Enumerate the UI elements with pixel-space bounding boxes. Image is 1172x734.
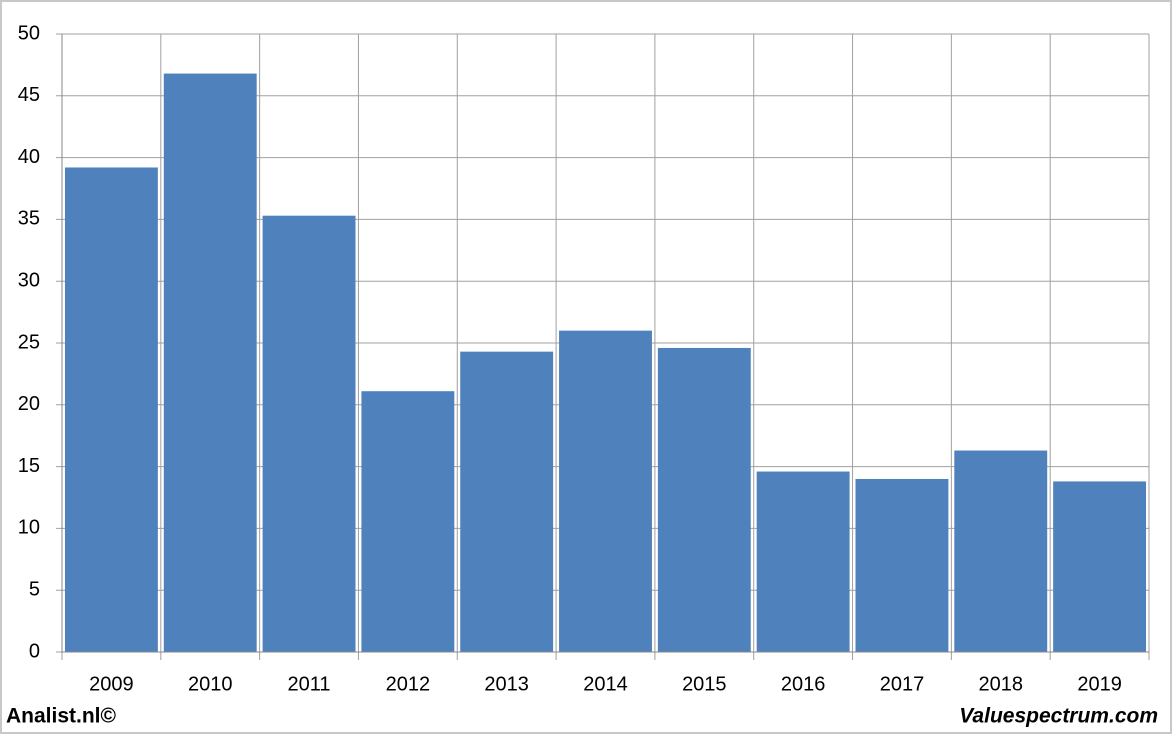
bar <box>460 351 554 652</box>
x-tick-label: 2018 <box>979 673 1024 695</box>
x-tick-label: 2009 <box>89 673 134 695</box>
y-tick-label: 50 <box>18 22 40 44</box>
bar <box>559 330 652 652</box>
y-tick-label: 20 <box>18 393 40 415</box>
x-tick-label: 2013 <box>484 673 529 695</box>
y-tick-label: 5 <box>29 578 40 600</box>
footer-left: Analist.nl© <box>6 705 117 728</box>
y-tick-label: 10 <box>18 517 40 539</box>
y-tick-label: 0 <box>29 640 40 662</box>
x-tick-label: 2017 <box>880 673 925 695</box>
x-tick-label: 2014 <box>583 673 628 695</box>
bar <box>163 73 257 652</box>
y-tick-label: 45 <box>18 84 40 106</box>
bar <box>954 450 1048 652</box>
bar <box>657 347 751 652</box>
footer-right: Valuespectrum.com <box>959 705 1158 728</box>
bar <box>262 215 356 652</box>
x-tick-label: 2010 <box>188 673 233 695</box>
bar <box>361 391 455 652</box>
x-tick-label: 2016 <box>781 673 826 695</box>
y-tick-label: 35 <box>18 208 40 230</box>
x-tick-label: 2012 <box>386 673 431 695</box>
y-tick-label: 15 <box>18 455 40 477</box>
y-tick-label: 40 <box>18 146 40 168</box>
y-tick-label: 25 <box>18 331 40 353</box>
x-tick-label: 2019 <box>1077 673 1122 695</box>
bar <box>756 471 850 652</box>
bar <box>1053 481 1147 652</box>
x-tick-label: 2011 <box>288 673 331 695</box>
x-tick-label: 2015 <box>682 673 727 695</box>
bar <box>855 478 949 652</box>
y-tick-label: 30 <box>18 269 40 291</box>
bar <box>64 167 158 652</box>
